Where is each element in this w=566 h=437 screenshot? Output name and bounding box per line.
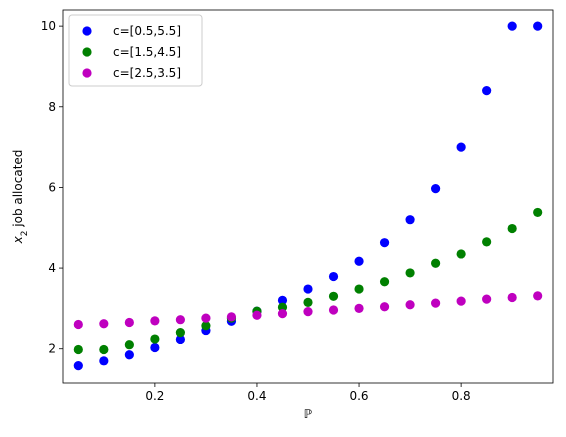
data-point-series-3 [354, 303, 364, 313]
data-point-series-2 [277, 302, 288, 312]
data-point-series-3 [99, 319, 109, 329]
data-point-series-2 [328, 291, 339, 301]
data-point-series-1 [277, 295, 288, 305]
data-point-series-1 [150, 342, 160, 353]
data-point-series-3 [277, 309, 288, 319]
legend-box [68, 14, 203, 87]
data-point-series-2 [405, 268, 415, 278]
y-tick-label: 2 [48, 342, 56, 356]
data-point-series-1 [303, 284, 313, 294]
data-point-series-3 [405, 300, 415, 310]
data-point-series-2 [533, 207, 543, 218]
data-point-series-2 [150, 334, 160, 344]
data-point-series-3 [175, 315, 185, 325]
y-tick-label: 6 [48, 180, 56, 194]
data-point-series-1 [124, 350, 134, 360]
y-axis-label-main: x [11, 235, 25, 244]
data-point-series-3 [328, 305, 339, 315]
y-axis-label: x2 job allocated [11, 150, 30, 245]
data-point-series-2 [175, 327, 185, 338]
data-point-series-2 [124, 340, 134, 350]
x-tick-label: 0.4 [247, 389, 266, 403]
data-point-series-3 [73, 319, 83, 330]
data-point-series-2 [431, 258, 441, 268]
data-point-series-2 [354, 284, 364, 294]
data-point-series-3 [456, 296, 466, 306]
y-axis-label-sub: 2 [20, 231, 30, 237]
data-point-series-3 [379, 302, 390, 312]
legend-label: c=[0.5,5.5] [113, 24, 181, 38]
data-point-series-3 [303, 307, 313, 317]
data-point-series-1 [456, 142, 466, 152]
data-point-series-3 [252, 310, 262, 320]
data-point-series-3 [226, 312, 237, 322]
x-tick-label: 0.6 [349, 389, 368, 403]
data-point-series-1 [405, 215, 415, 225]
data-point-series-1 [328, 271, 339, 282]
data-point-series-3 [201, 313, 211, 323]
data-point-series-3 [533, 291, 543, 301]
data-point-series-1 [354, 256, 364, 266]
data-point-series-3 [507, 292, 517, 303]
ticks-layer: 0.2 0.4 0.6 0.8 2 4 6 8 10 [41, 19, 471, 403]
legend-marker [82, 68, 92, 78]
data-point-series-2 [482, 237, 492, 247]
y-tick-label: 8 [48, 100, 56, 114]
plot-area-border [62, 9, 554, 384]
legend: c=[0.5,5.5] c=[1.5,4.5] c=[2.5,3.5] [68, 14, 203, 87]
data-point-series-2 [507, 223, 517, 234]
data-point-series-3 [482, 294, 492, 304]
y-tick-label: 4 [48, 261, 56, 275]
data-point-series-3 [150, 316, 160, 326]
x-tick-label: 0.8 [452, 389, 471, 403]
data-point-series-2 [379, 277, 390, 287]
x-axis-label: ℙ [304, 407, 312, 421]
data-point-series-2 [99, 344, 109, 355]
data-point-series-1 [379, 238, 390, 248]
x-tick-label: 0.2 [145, 389, 164, 403]
axes-frame [62, 9, 554, 384]
data-point-series-1 [533, 21, 543, 31]
legend-marker [82, 26, 92, 36]
data-point-series-3 [124, 317, 134, 328]
legend-marker [82, 47, 92, 57]
data-point-series-1 [175, 334, 185, 345]
data-point-series-3 [431, 298, 441, 308]
data-point-series-2 [73, 344, 83, 355]
legend-label: c=[2.5,3.5] [113, 66, 181, 80]
data-point-series-2 [303, 297, 313, 307]
points-layer [73, 21, 543, 371]
y-axis-label-rest: job allocated [11, 150, 25, 231]
data-point-series-2 [456, 249, 466, 259]
data-point-series-1 [482, 86, 492, 96]
data-point-series-1 [507, 21, 517, 31]
data-point-series-1 [431, 184, 441, 194]
data-point-series-2 [201, 321, 211, 331]
y-tick-label: 10 [41, 19, 56, 33]
data-point-series-1 [99, 356, 109, 366]
legend-label: c=[1.5,4.5] [113, 45, 181, 59]
data-point-series-1 [73, 361, 83, 371]
